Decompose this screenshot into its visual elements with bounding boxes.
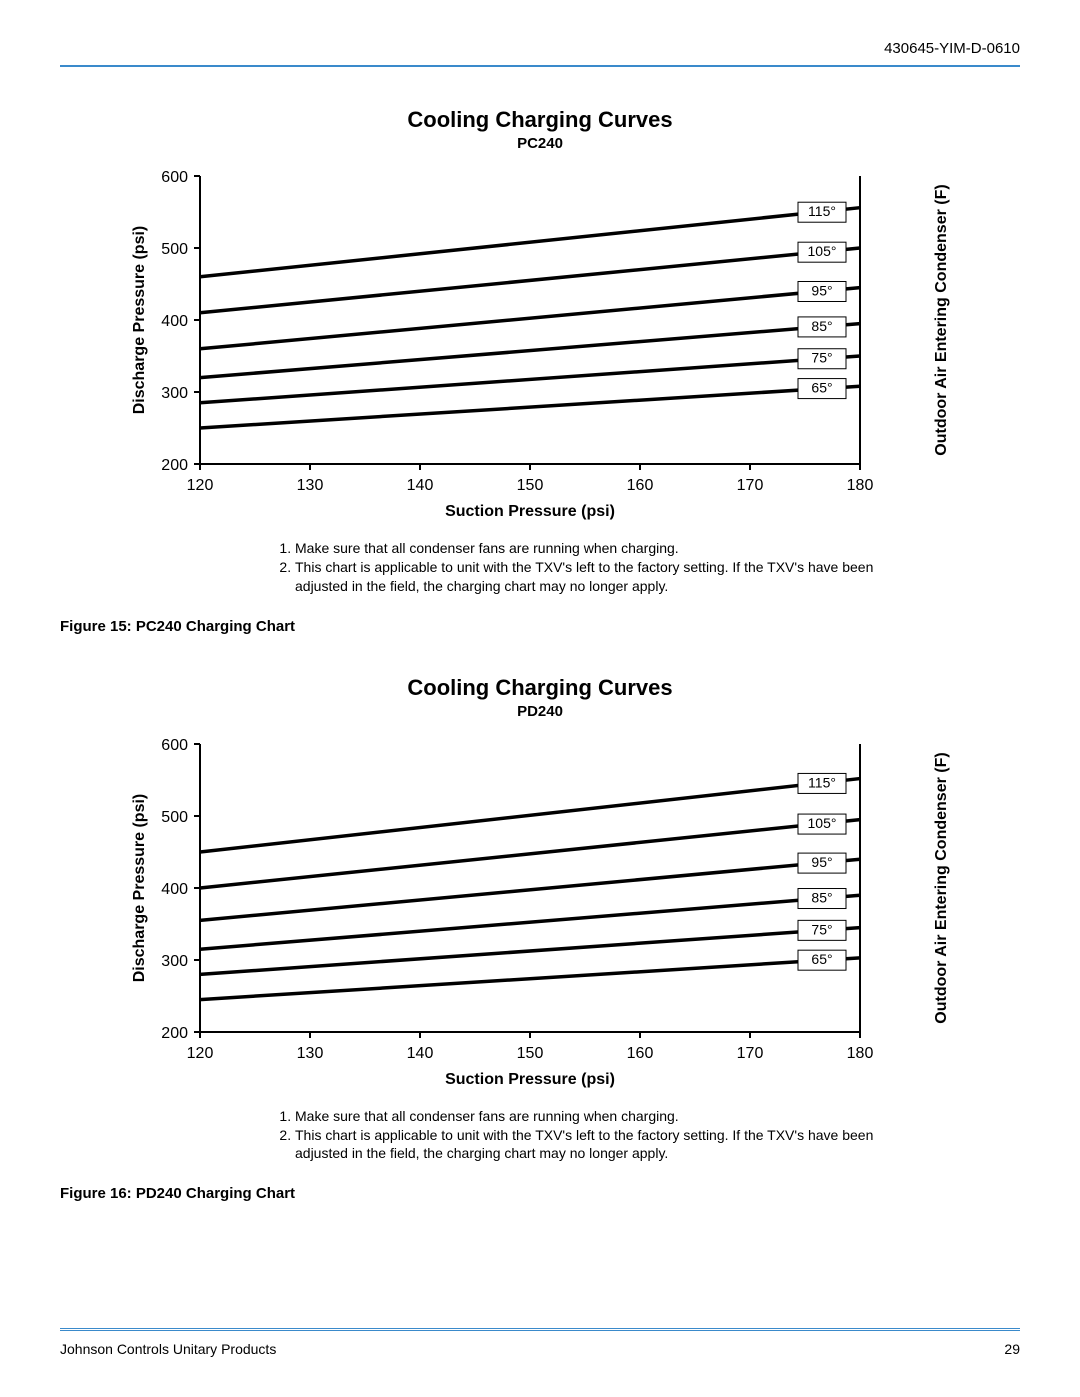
x-tick-label: 150 (517, 477, 544, 494)
y-tick-label: 600 (161, 169, 188, 186)
y-tick-label: 500 (161, 241, 188, 258)
y-axis-label: Discharge Pressure (psi) (131, 226, 148, 415)
x-axis-label: Suction Pressure (psi) (445, 1071, 615, 1088)
y-tick-label: 200 (161, 457, 188, 474)
page-footer: Johnson Controls Unitary Products 29 (60, 1328, 1020, 1357)
series-line (200, 288, 860, 349)
series-label: 75° (811, 350, 832, 366)
chart-subtitle: PD240 (60, 703, 1020, 720)
x-tick-label: 120 (187, 1045, 214, 1062)
series-line (200, 386, 860, 428)
chart-block: Cooling Charging Curves PC240 1201301401… (60, 107, 1020, 635)
x-tick-label: 140 (407, 477, 434, 494)
x-tick-label: 120 (187, 477, 214, 494)
series-label: 65° (811, 951, 832, 967)
chart-note-item: Make sure that all condenser fans are ru… (295, 539, 910, 558)
series-label: 75° (811, 921, 832, 937)
chart-notes: Make sure that all condenser fans are ru… (170, 1107, 910, 1164)
y2-axis-label: Outdoor Air Entering Condenser (F) (933, 184, 950, 455)
series-label: 85° (811, 889, 832, 905)
chart-title: Cooling Charging Curves (60, 107, 1020, 133)
x-tick-label: 140 (407, 1045, 434, 1062)
chart-notes: Make sure that all condenser fans are ru… (170, 539, 910, 596)
chart-note-item: This chart is applicable to unit with th… (295, 558, 910, 596)
footer-page-number: 29 (1004, 1341, 1020, 1357)
y-tick-label: 300 (161, 385, 188, 402)
y-tick-label: 400 (161, 881, 188, 898)
series-line (200, 208, 860, 277)
series-label: 95° (811, 854, 832, 870)
y-tick-label: 300 (161, 953, 188, 970)
chart-plot-area: 120 130 140 150 160 170 180 200 300 400 500 600 115°… (120, 162, 960, 527)
series-label: 115° (808, 774, 836, 790)
x-tick-label: 170 (737, 1045, 764, 1062)
series-line (200, 958, 860, 1000)
series-label: 105° (808, 243, 837, 259)
series-line (200, 356, 860, 403)
footer-left: Johnson Controls Unitary Products (60, 1341, 276, 1357)
x-tick-label: 180 (847, 477, 874, 494)
series-label: 115° (808, 203, 836, 219)
series-line (200, 927, 860, 974)
x-tick-label: 130 (297, 477, 324, 494)
y-tick-label: 400 (161, 313, 188, 330)
series-line (200, 819, 860, 887)
figure-caption: Figure 16: PD240 Charging Chart (60, 1185, 1020, 1202)
y-tick-label: 500 (161, 809, 188, 826)
series-line (200, 859, 860, 920)
chart-note-item: Make sure that all condenser fans are ru… (295, 1107, 910, 1126)
series-label: 85° (811, 318, 832, 334)
chart-plot-area: 120 130 140 150 160 170 180 200 300 400 500 600 115°… (120, 730, 960, 1095)
series-label: 95° (811, 282, 832, 298)
doc-id: 430645-YIM-D-0610 (884, 40, 1020, 57)
figure-caption: Figure 15: PC240 Charging Chart (60, 618, 1020, 635)
series-line (200, 778, 860, 851)
y-tick-label: 600 (161, 737, 188, 754)
chart-note-item: This chart is applicable to unit with th… (295, 1126, 910, 1164)
series-line (200, 895, 860, 949)
x-tick-label: 170 (737, 477, 764, 494)
document-header: 430645-YIM-D-0610 (60, 40, 1020, 67)
series-line (200, 248, 860, 313)
x-tick-label: 160 (627, 477, 654, 494)
chart-svg: 120 130 140 150 160 170 180 200 300 400 500 600 115°… (120, 730, 960, 1090)
chart-block: Cooling Charging Curves PD240 1201301401… (60, 675, 1020, 1203)
x-tick-label: 150 (517, 1045, 544, 1062)
chart-svg: 120 130 140 150 160 170 180 200 300 400 500 600 115°… (120, 162, 960, 522)
series-label: 105° (808, 815, 837, 831)
y-tick-label: 200 (161, 1025, 188, 1042)
x-tick-label: 160 (627, 1045, 654, 1062)
chart-title: Cooling Charging Curves (60, 675, 1020, 701)
y2-axis-label: Outdoor Air Entering Condenser (F) (933, 752, 950, 1023)
y-axis-label: Discharge Pressure (psi) (131, 793, 148, 982)
x-tick-label: 180 (847, 1045, 874, 1062)
x-tick-label: 130 (297, 1045, 324, 1062)
chart-subtitle: PC240 (60, 135, 1020, 152)
x-axis-label: Suction Pressure (psi) (445, 503, 615, 520)
series-label: 65° (811, 380, 832, 396)
series-line (200, 324, 860, 378)
